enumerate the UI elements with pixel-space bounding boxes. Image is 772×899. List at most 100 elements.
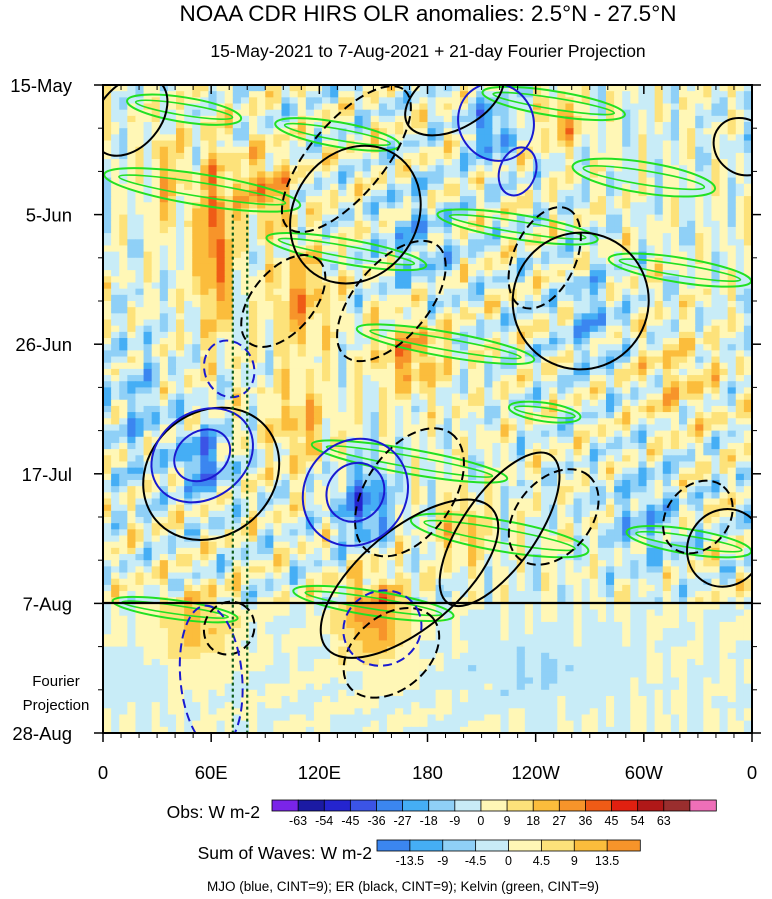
heatmap-cell	[597, 171, 607, 179]
heatmap-cell	[167, 412, 177, 419]
heatmap-cell	[492, 159, 502, 166]
heatmap-cell	[184, 467, 193, 475]
heatmap-cell	[557, 128, 567, 135]
heatmap-cell	[605, 122, 615, 129]
heatmap-cell	[719, 152, 729, 160]
heatmap-cell	[330, 288, 339, 296]
heatmap-cell	[581, 344, 591, 351]
heatmap-cell	[273, 393, 283, 401]
heatmap-cell	[151, 387, 161, 395]
heatmap-cell	[549, 128, 558, 135]
heatmap-cell	[119, 189, 128, 197]
heatmap-cell	[127, 399, 137, 407]
heatmap-cell	[711, 294, 721, 302]
heatmap-cell	[565, 214, 575, 222]
heatmap-cell	[151, 313, 161, 321]
heatmap-cell	[403, 257, 412, 265]
heatmap-cell	[240, 128, 250, 135]
heatmap-cell	[224, 122, 234, 129]
heatmap-cell	[573, 97, 583, 105]
heatmap-cell	[143, 412, 153, 419]
heatmap-cell	[508, 387, 518, 395]
heatmap-cell	[232, 362, 242, 370]
heatmap-cell	[313, 134, 323, 142]
heatmap-cell	[378, 430, 388, 438]
heatmap-cell	[516, 424, 526, 432]
heatmap-cell	[646, 146, 656, 154]
heatmap-cell	[176, 325, 185, 333]
heatmap-cell	[443, 134, 453, 142]
heatmap-cell	[654, 134, 664, 142]
heatmap-cell	[549, 202, 558, 210]
heatmap-cell	[435, 338, 445, 345]
heatmap-cell	[735, 331, 745, 339]
heatmap-cell	[240, 233, 250, 240]
heatmap-cell	[395, 405, 404, 413]
heatmap-cell	[159, 282, 169, 290]
heatmap-cell	[216, 109, 226, 117]
heatmap-cell	[516, 177, 526, 185]
heatmap-cell	[273, 301, 283, 308]
heatmap-cell	[216, 189, 226, 197]
heatmap-cell	[257, 362, 266, 370]
heatmap-cell	[330, 159, 339, 166]
heatmap-cell	[500, 239, 510, 247]
heatmap-cell	[597, 134, 607, 142]
heatmap-cell	[354, 189, 364, 197]
heatmap-cell	[476, 356, 485, 364]
heatmap-cell	[395, 115, 404, 123]
heatmap-cell	[265, 97, 274, 105]
heatmap-cell	[695, 128, 704, 135]
heatmap-cell	[330, 449, 339, 456]
heatmap-cell	[257, 294, 266, 302]
heatmap-cell	[557, 430, 567, 438]
heatmap-cell	[135, 393, 145, 401]
heatmap-cell	[273, 282, 283, 290]
heatmap-cell	[646, 239, 656, 247]
heatmap-cell	[289, 220, 299, 228]
heatmap-cell	[500, 430, 510, 438]
heatmap-cell	[622, 196, 631, 203]
heatmap-cell	[516, 171, 526, 179]
heatmap-cell	[143, 418, 153, 426]
heatmap-cell	[313, 196, 323, 203]
heatmap-cell	[735, 338, 745, 345]
heatmap-cell	[703, 455, 713, 463]
heatmap-cell	[249, 387, 258, 395]
heatmap-cell	[159, 418, 169, 426]
heatmap-cell	[395, 189, 404, 197]
heatmap-cell	[427, 294, 437, 302]
heatmap-cell	[695, 208, 704, 216]
heatmap-cell	[208, 189, 218, 197]
heatmap-cell	[524, 436, 534, 444]
heatmap-cell	[451, 146, 461, 154]
heatmap-cell	[678, 325, 688, 333]
heatmap-cell	[581, 251, 591, 259]
heatmap-cell	[670, 307, 680, 314]
heatmap-cell	[719, 399, 729, 407]
heatmap-cell	[313, 399, 323, 407]
heatmap-cell	[143, 122, 153, 129]
heatmap-cell	[370, 183, 380, 191]
heatmap-cell	[167, 325, 177, 333]
heatmap-cell	[662, 152, 672, 160]
heatmap-cell	[670, 375, 680, 382]
heatmap-cell	[484, 103, 493, 111]
heatmap-cell	[614, 375, 623, 382]
heatmap-cell	[646, 103, 656, 111]
heatmap-cell	[549, 288, 558, 296]
heatmap-cell	[127, 270, 137, 277]
heatmap-cell	[273, 257, 283, 265]
heatmap-cell	[646, 331, 656, 339]
heatmap-cell	[176, 393, 185, 401]
heatmap-cell	[500, 294, 510, 302]
heatmap-cell	[484, 288, 493, 296]
heatmap-cell	[565, 109, 575, 117]
heatmap-cell	[176, 412, 185, 419]
heatmap-cell	[654, 208, 664, 216]
heatmap-cell	[403, 381, 412, 388]
heatmap-cell	[322, 362, 331, 370]
heatmap-cell	[581, 294, 591, 302]
heatmap-cell	[232, 85, 242, 92]
heatmap-cell	[127, 350, 137, 358]
